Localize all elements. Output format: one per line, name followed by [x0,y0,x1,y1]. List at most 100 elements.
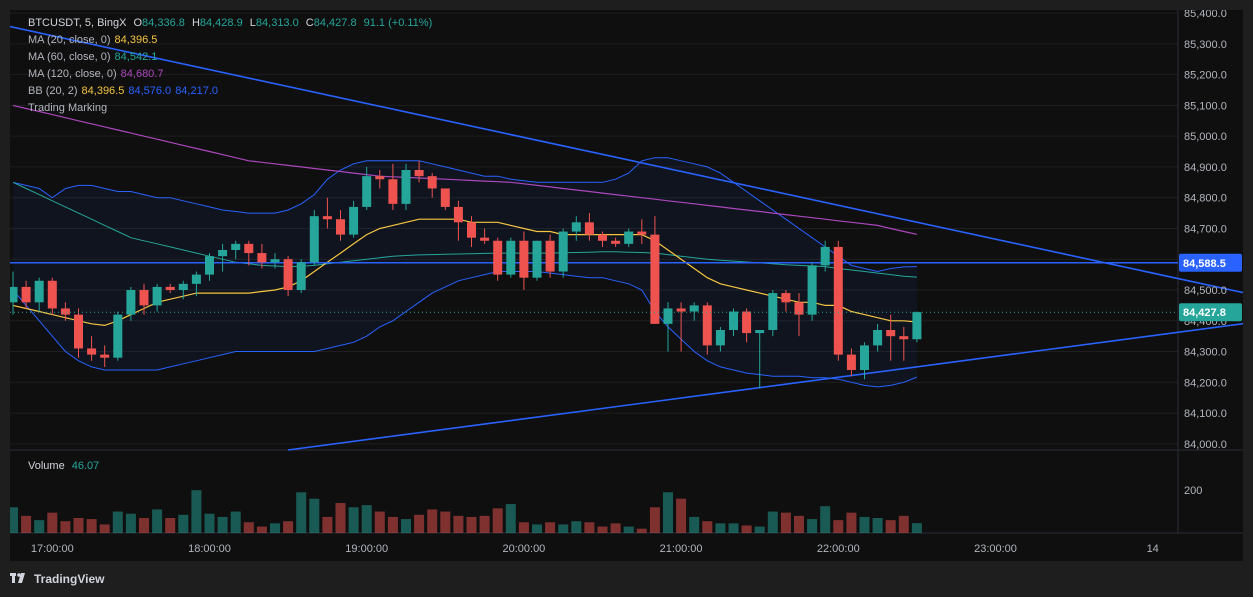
candle-body[interactable] [650,234,660,324]
candle-body[interactable] [74,314,83,349]
candle-body[interactable] [152,286,162,306]
indicator-legend-row[interactable]: MA (20, close, 0) 84,396.5 [28,32,161,49]
candle-body[interactable] [191,274,201,284]
candle-body[interactable] [453,206,463,223]
volume-bar [911,523,922,533]
last-price-label: 84,427.8 [1183,307,1226,319]
candle-body[interactable] [10,286,18,303]
candle-body[interactable] [571,222,581,232]
candle-body[interactable] [34,280,44,303]
candle-body[interactable] [663,308,673,324]
candle-body[interactable] [47,280,57,309]
candle-body[interactable] [100,354,110,358]
chart-frame[interactable]: 84,000.0 84,100.0 84,200.0 84,300.0 84,400.0… [10,10,1243,561]
candle-body[interactable] [296,262,306,290]
candle-body[interactable] [87,348,97,355]
indicator-legend-row[interactable]: Trading Marking [28,100,111,117]
candle-body[interactable] [755,330,765,334]
candle-body[interactable] [715,330,725,346]
volume-bar [532,524,542,533]
volume-bar [453,515,464,533]
candle-body[interactable] [467,222,476,238]
candle-body[interactable] [178,283,188,290]
volume-bar [191,490,202,533]
candle-body[interactable] [820,246,830,266]
candle-body[interactable] [388,179,398,204]
volume-bar [807,519,818,533]
candle-body[interactable] [912,312,922,340]
candle-body[interactable] [244,243,254,254]
candle-body[interactable] [139,290,149,306]
volume-bar [230,511,241,533]
candle-body[interactable] [60,308,70,315]
indicator-value: 84,576.0 [128,85,172,97]
candle-body[interactable] [480,237,490,241]
candle-body[interactable] [860,345,869,370]
candle-body[interactable] [401,170,411,204]
candle-body[interactable] [794,302,804,315]
trendline[interactable] [10,13,1243,395]
candle-body[interactable] [899,336,909,340]
candle-body[interactable] [493,240,503,275]
candle-body[interactable] [689,305,699,312]
indicator-value: 84,396.5 [81,85,125,97]
candle-body[interactable] [231,243,241,250]
candle-body[interactable] [21,286,31,303]
candle-body[interactable] [624,231,634,244]
candle-body[interactable] [309,216,319,263]
indicator-legend-row[interactable]: MA (60, close, 0) 84,542.1 [28,49,161,66]
volume-bar [361,505,372,533]
candle-body[interactable] [362,176,372,207]
candle-body[interactable] [205,256,214,275]
candle-body[interactable] [729,311,738,330]
candle-body[interactable] [886,330,896,337]
candle-body[interactable] [742,311,752,334]
candle-body[interactable] [283,259,293,290]
trendline[interactable] [287,263,1243,451]
indicator-legend-row[interactable]: MA (120, close, 0) 84,680.7 [28,66,167,83]
candle-body[interactable] [414,170,424,177]
tradingview-logo[interactable]: TradingView [10,572,104,586]
volume-bar [466,516,477,533]
candle-body[interactable] [322,216,332,220]
candle-body[interactable] [598,234,607,241]
candle-body[interactable] [833,246,843,355]
candle-body[interactable] [611,240,621,244]
candle-body[interactable] [270,259,280,263]
candle-body[interactable] [768,293,778,330]
volume-bar [178,514,189,533]
indicator-legend-row[interactable]: BB (20, 2) 84,396.5 84,576.0 84,217.0 [28,83,222,100]
candle-body[interactable] [440,188,450,207]
candle-body[interactable] [584,222,594,235]
candle-body[interactable] [349,206,359,235]
candle-body[interactable] [257,253,267,263]
volume-bar [859,516,870,533]
candle-body[interactable] [532,240,542,278]
volume-bar [794,515,804,533]
candle-body[interactable] [807,265,817,315]
close-label: C [305,17,314,29]
candle-body[interactable] [781,293,791,303]
candle-body[interactable] [519,240,529,278]
candle-body[interactable] [873,330,883,346]
candle-body[interactable] [336,219,345,235]
price-chart[interactable]: 84,000.084,100.084,200.084,300.084,400.0… [10,10,1243,561]
volume-bar [636,528,647,533]
candle-body[interactable] [506,240,516,275]
price-tick-label: 85,400.0 [1184,10,1227,20]
candle-body[interactable] [218,250,228,257]
candle-body[interactable] [126,290,136,315]
candle-body[interactable] [846,354,856,370]
volume-bar [21,515,32,533]
candle-body[interactable] [165,286,175,290]
candle-body[interactable] [558,231,568,272]
candle-body[interactable] [113,314,123,358]
candle-body[interactable] [637,231,647,235]
candle-body[interactable] [427,176,437,189]
candle-body[interactable] [702,305,712,346]
price-tick-label: 84,800.0 [1184,193,1227,205]
candle-body[interactable] [676,308,686,312]
candle-body[interactable] [545,240,555,272]
volume-bar [623,526,634,533]
candle-body[interactable] [375,176,385,180]
